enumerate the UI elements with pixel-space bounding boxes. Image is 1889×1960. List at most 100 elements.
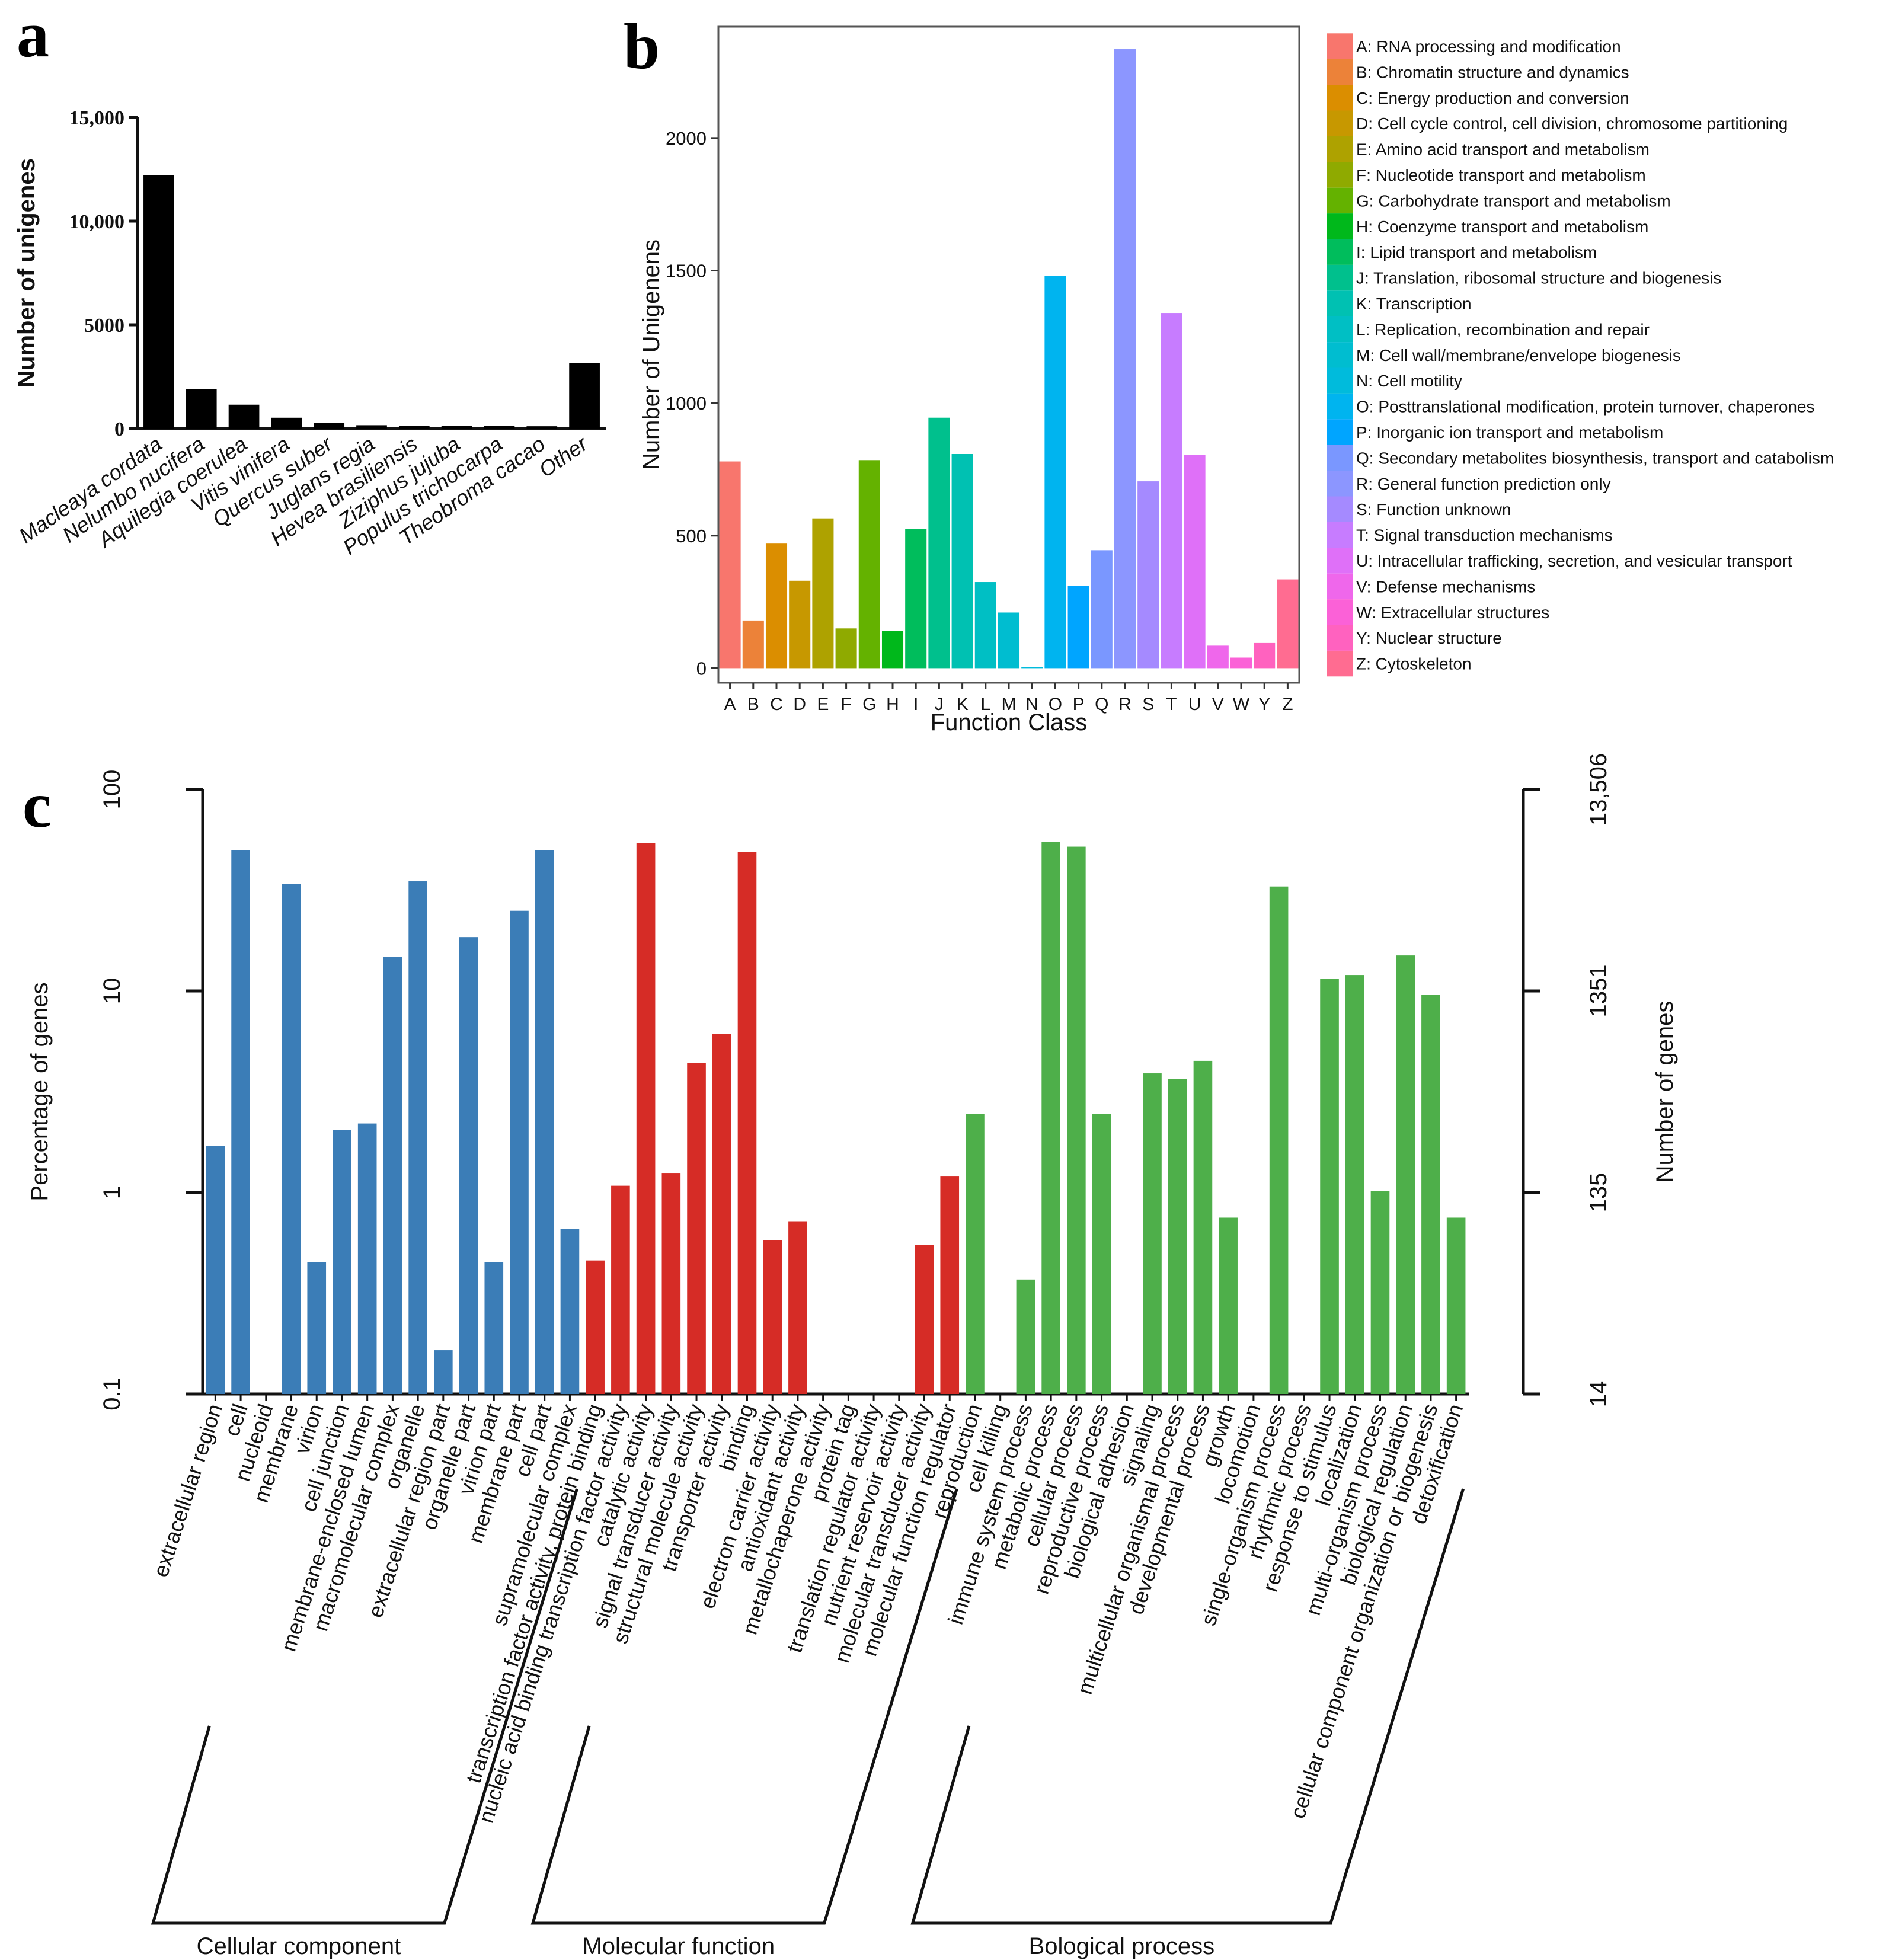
b-legend-label: H: Coenzyme transport and metabolism	[1356, 218, 1648, 236]
a-bar	[356, 425, 387, 429]
c-group-label: Bological process	[1029, 1933, 1215, 1959]
a-bar	[143, 175, 174, 429]
b-legend-swatch	[1327, 136, 1353, 162]
c-y-tick-label-left: 10	[99, 978, 125, 1005]
b-bar	[905, 529, 927, 669]
b-bar	[1114, 49, 1136, 669]
b-bar	[812, 518, 834, 669]
b-legend-label: T: Signal transduction mechanisms	[1356, 526, 1613, 545]
b-legend-label: Q: Secondary metabolites biosynthesis, t…	[1356, 449, 1834, 467]
b-legend-swatch	[1327, 445, 1353, 471]
c-bar	[586, 1260, 605, 1394]
b-x-tick-label: W	[1233, 695, 1250, 714]
b-legend-label: W: Extracellular structures	[1356, 603, 1549, 622]
b-x-tick-label: A	[724, 695, 736, 714]
c-bar	[687, 1063, 706, 1394]
a-bar	[569, 363, 600, 429]
c-bar	[408, 881, 427, 1394]
c-bar	[1143, 1073, 1162, 1394]
c-bar	[940, 1176, 960, 1394]
b-x-tick-label: R	[1118, 695, 1132, 714]
b-x-tick-label: L	[980, 695, 990, 714]
b-legend-label: J: Translation, ribosomal structure and …	[1356, 269, 1721, 287]
a-x-tick-label: Other	[534, 431, 593, 482]
b-x-tick-label: E	[817, 695, 829, 714]
panel-c-chart: 0.1 1 10 100 14 135 1351 13,506 Percentage of ge…	[27, 753, 1678, 1959]
b-legend-label: M: Cell wall/membrane/envelope biogenesi…	[1356, 346, 1681, 364]
c-y-axis-title-right: Number of genes	[1652, 1001, 1678, 1183]
a-bar	[228, 404, 260, 429]
b-y-tick-label: 500	[676, 526, 707, 546]
b-legend-label: A: RNA processing and modification	[1356, 37, 1621, 56]
c-y-tick-label-right: 14	[1586, 1381, 1612, 1408]
c-y-axis-title-left: Percentage of genes	[27, 982, 53, 1201]
c-y-tick-label-right: 13,506	[1586, 753, 1612, 826]
b-bar	[1230, 657, 1252, 669]
c-bar	[1193, 1060, 1213, 1394]
b-bar	[835, 628, 857, 669]
b-y-tick-label: 1000	[666, 393, 707, 414]
b-legend-swatch	[1327, 239, 1353, 265]
a-y-tick-label: 5000	[84, 315, 124, 337]
b-legend-swatch	[1327, 342, 1353, 368]
b-x-tick-label: G	[862, 695, 876, 714]
b-legend-swatch	[1327, 264, 1353, 291]
c-bar	[1345, 975, 1364, 1394]
b-legend-label: U: Intracellular trafficking, secretion,…	[1356, 552, 1792, 570]
b-legend-label: L: Replication, recombination and repair	[1356, 320, 1650, 338]
a-y-axis-title: Number of unigenes	[14, 158, 40, 388]
b-legend-swatch	[1327, 187, 1353, 214]
b-legend-swatch	[1327, 213, 1353, 239]
b-bar	[974, 582, 996, 669]
b-legend-label: G: Carbohydrate transport and metabolism	[1356, 191, 1671, 210]
c-y-tick-label-left: 0.1	[99, 1377, 125, 1411]
c-y-tick-label-left: 100	[99, 770, 125, 810]
c-bar	[560, 1229, 580, 1394]
c-bar	[383, 957, 402, 1394]
panel-label-b: b	[624, 10, 660, 82]
c-group-bracket	[910, 1488, 1465, 1925]
b-x-tick-label: Z	[1282, 695, 1293, 714]
c-bar	[1092, 1114, 1111, 1394]
b-y-tick-label: 1500	[666, 260, 707, 281]
b-bar	[1161, 313, 1182, 669]
b-x-tick-label: N	[1025, 695, 1038, 714]
b-bar	[1091, 550, 1113, 669]
b-x-tick-label: V	[1212, 695, 1224, 714]
b-bar	[1067, 586, 1089, 669]
c-bar	[1446, 1217, 1466, 1394]
b-x-tick-label: O	[1049, 695, 1062, 714]
b-legend-swatch	[1327, 599, 1353, 625]
b-x-tick-label: T	[1166, 695, 1177, 714]
c-bar	[535, 850, 554, 1394]
b-legend-label: O: Posttranslational modification, prote…	[1356, 398, 1815, 416]
c-bar	[1168, 1079, 1187, 1394]
a-bar	[398, 426, 430, 429]
c-y-tick-label-right: 135	[1586, 1173, 1612, 1213]
b-legend-swatch	[1327, 85, 1353, 111]
b-x-tick-label: J	[935, 695, 944, 714]
a-bar	[526, 426, 558, 429]
b-legend-swatch	[1327, 496, 1353, 522]
c-bar	[636, 843, 656, 1394]
b-bar	[998, 612, 1020, 669]
b-legend-swatch	[1327, 290, 1353, 316]
b-legend-label: Z: Cytoskeleton	[1356, 655, 1472, 673]
b-legend-label: C: Energy production and conversion	[1356, 89, 1629, 107]
b-x-tick-label: Y	[1258, 695, 1270, 714]
b-bar	[1137, 481, 1159, 669]
c-group-label: Cellular component	[197, 1933, 401, 1959]
c-bar	[333, 1130, 351, 1394]
b-x-tick-label: U	[1188, 695, 1201, 714]
c-bar	[459, 937, 478, 1394]
b-bar	[1184, 455, 1206, 669]
c-x-tick-label: extracellular region	[148, 1401, 227, 1580]
b-legend-swatch	[1327, 471, 1353, 497]
b-x-tick-label: F	[840, 695, 851, 714]
b-legend-swatch	[1327, 419, 1353, 445]
b-legend-swatch	[1327, 33, 1353, 59]
c-group-label: Molecular function	[582, 1933, 775, 1959]
b-legend-swatch	[1327, 548, 1353, 574]
